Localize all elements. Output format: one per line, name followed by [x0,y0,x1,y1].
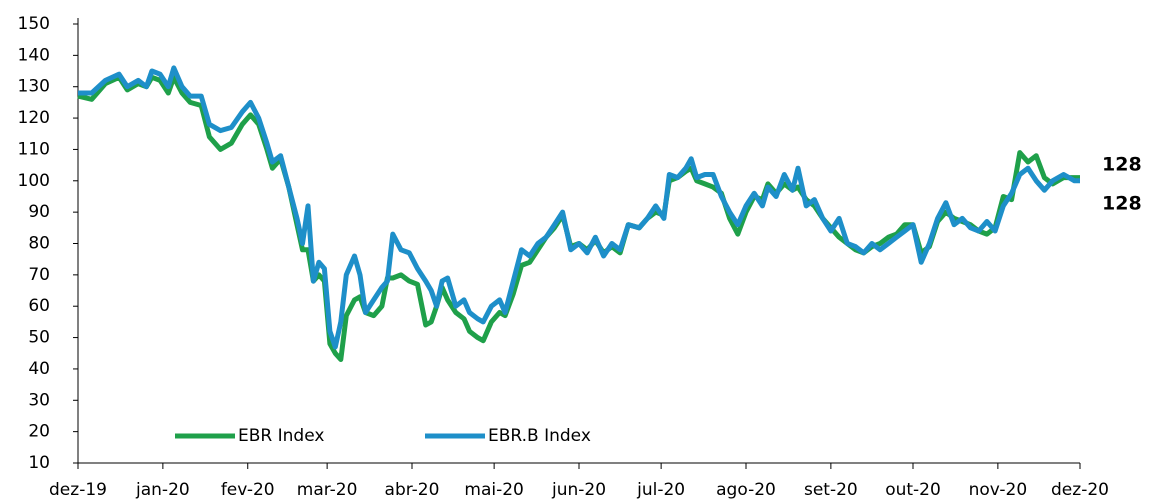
x-tick-label: fev-20 [221,480,275,500]
x-tick-label: dez-19 [49,480,107,500]
y-tick-label: 20 [28,422,50,442]
series-line [78,65,1080,350]
y-tick-label: 120 [18,108,50,128]
y-tick-label: 140 [18,45,50,65]
x-tick-label: dez-20 [1051,480,1109,500]
x-tick-label: jun-20 [551,480,606,500]
x-tick-label: out-20 [885,480,941,500]
x-tick-label: ago-20 [716,480,776,500]
legend-label: EBR.B Index [488,426,591,446]
x-tick-label: mar-20 [297,480,358,500]
x-tick-label: abr-20 [385,480,440,500]
y-tick-label: 70 [28,265,50,285]
end-label: 128 [1102,154,1142,176]
y-tick-label: 110 [18,139,50,159]
y-tick-label: 150 [18,14,50,34]
y-tick-label: 10 [28,453,50,473]
y-tick-label: 130 [18,77,50,97]
y-tick-label: 90 [28,202,50,222]
y-tick-label: 40 [28,359,50,379]
x-tick-label: jul-20 [636,480,685,500]
series-line [77,74,1080,362]
y-tick-label: 30 [28,390,50,410]
x-tick-label: nov-20 [969,480,1028,500]
y-tick-label: 80 [28,234,50,254]
y-tick-label: 50 [28,328,50,348]
x-tick-label: jan-20 [135,480,190,500]
y-tick-label: 60 [28,296,50,316]
x-tick-label: set-20 [804,480,858,500]
legend-label: EBR Index [238,426,324,446]
end-label: 128 [1102,193,1142,215]
y-tick-label: 100 [18,171,50,191]
x-tick-label: mai-20 [464,480,523,500]
